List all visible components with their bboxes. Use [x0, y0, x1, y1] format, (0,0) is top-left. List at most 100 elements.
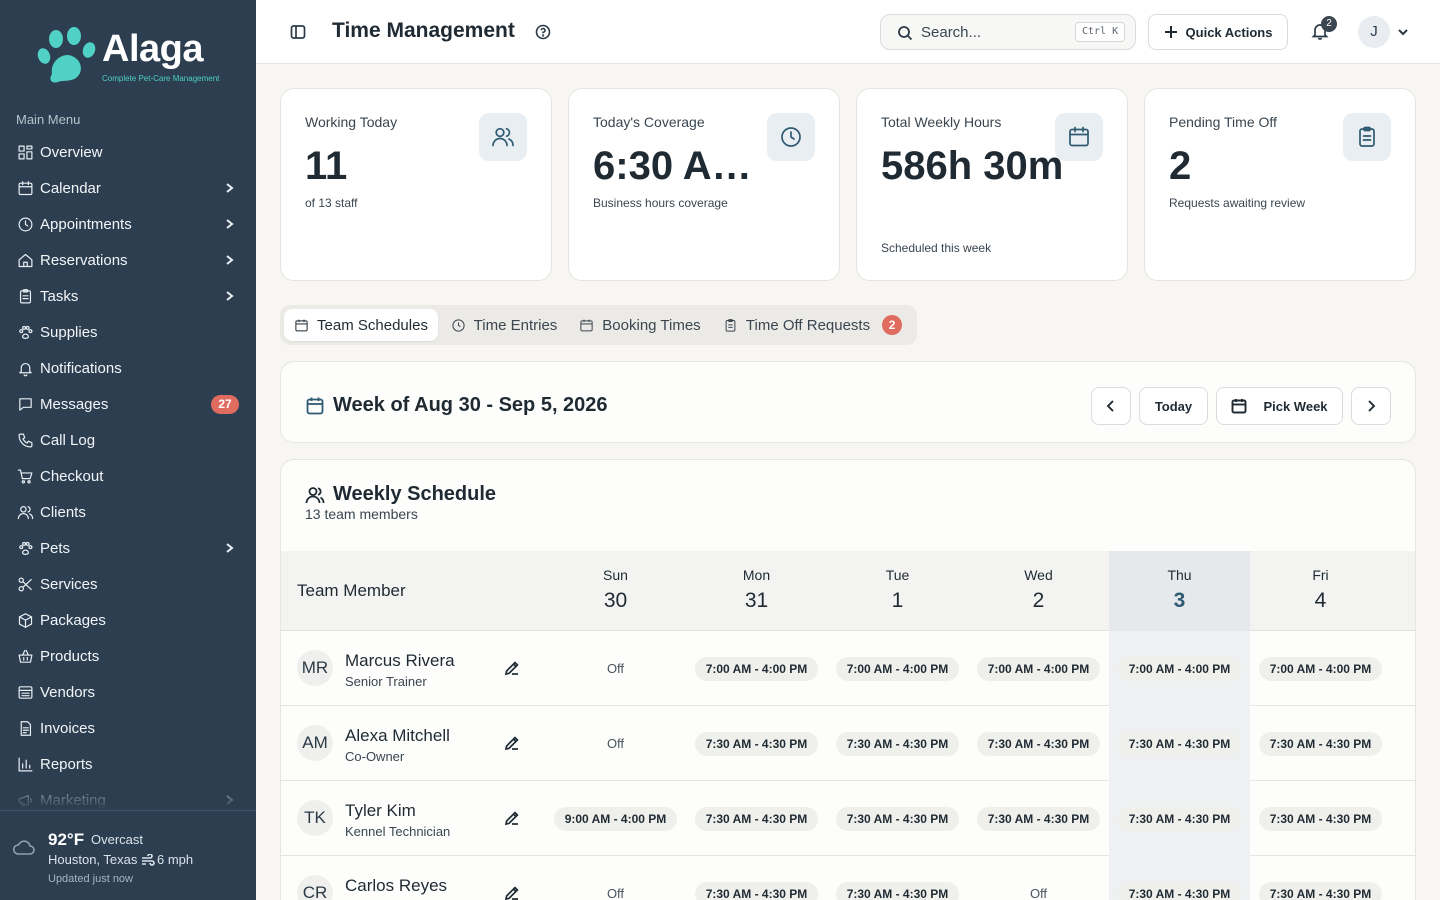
- shift-pill[interactable]: 7:30 AM - 4:30 PM: [835, 881, 960, 900]
- quick-actions-button[interactable]: Quick Actions: [1148, 14, 1288, 50]
- next-week-button[interactable]: [1351, 387, 1391, 425]
- shift-cell[interactable]: 7:00 AM - 4:00 PM: [827, 631, 968, 706]
- shift-cell[interactable]: 7:30 AM - 4:30 PM: [827, 706, 968, 781]
- shift-cell[interactable]: 7:30 AM - 4:30 PM: [827, 856, 968, 900]
- sidebar-item-label: Pets: [40, 539, 71, 557]
- shift-pill[interactable]: 7:30 AM - 4:30 PM: [1117, 731, 1242, 756]
- shift-cell[interactable]: Off: [545, 856, 686, 900]
- search-box[interactable]: Ctrl K: [880, 14, 1136, 50]
- stat-subtitle: Scheduled this week: [881, 241, 992, 255]
- shift-cell[interactable]: 7:30 AM - 4:30 PM: [1109, 856, 1250, 900]
- chevron-down-icon[interactable]: [1396, 25, 1410, 39]
- sidebar-item-tasks[interactable]: Tasks: [0, 278, 256, 314]
- shift-pill[interactable]: 7:30 AM - 4:30 PM: [976, 806, 1101, 831]
- calendar-icon: [295, 319, 308, 331]
- sidebar-item-packages[interactable]: Packages: [0, 602, 256, 638]
- chevron-right-icon: [222, 541, 236, 555]
- shift-cell[interactable]: 7:30 AM - 4:30 PM: [686, 856, 827, 900]
- sidebar-item-marketing[interactable]: Marketing: [0, 782, 256, 810]
- sidebar-item-call-log[interactable]: Call Log: [0, 422, 256, 458]
- sidebar-item-reservations[interactable]: Reservations: [0, 242, 256, 278]
- shift-pill[interactable]: 7:30 AM - 4:30 PM: [976, 731, 1101, 756]
- shift-cell[interactable]: 7:00 AM - 4:00 PM: [968, 631, 1109, 706]
- stat-card-pending-time-off: Pending Time Off 2 Requests awaiting revie…: [1144, 88, 1416, 281]
- shift-pill[interactable]: 7:00 AM - 4:00 PM: [835, 656, 960, 681]
- sidebar-item-supplies[interactable]: Supplies: [0, 314, 256, 350]
- shift-pill[interactable]: 7:00 AM - 4:00 PM: [1258, 656, 1383, 681]
- sidebar-item-messages[interactable]: Messages 27: [0, 386, 256, 422]
- shift-pill[interactable]: 7:30 AM - 4:30 PM: [1258, 881, 1383, 900]
- shift-cell[interactable]: 7:30 AM - 4:30 PM: [1109, 781, 1250, 856]
- shift-pill[interactable]: 7:30 AM - 4:30 PM: [1258, 806, 1383, 831]
- shift-cell[interactable]: 9:00 AM - 4:00 PM: [545, 781, 686, 856]
- shift-cell[interactable]: 7:30 AM - 4:30 PM: [686, 781, 827, 856]
- shift-cell[interactable]: 7:30 AM - 4:30 PM: [1250, 706, 1391, 781]
- today-button[interactable]: Today: [1139, 387, 1208, 425]
- users-icon: [16, 503, 34, 521]
- day-name: Wed: [1024, 567, 1053, 583]
- sidebar-item-label: Reservations: [40, 251, 128, 269]
- sidebar-item-products[interactable]: Products: [0, 638, 256, 674]
- shift-cell[interactable]: 7:00 AM - 4:00 PM: [1250, 631, 1391, 706]
- shift-cell[interactable]: 7:30 AM - 4:30 PM: [1109, 706, 1250, 781]
- shift-cell[interactable]: 8: [1391, 781, 1415, 856]
- sidebar-item-vendors[interactable]: Vendors: [0, 674, 256, 710]
- shift-cell[interactable]: 7:30 AM - 4:30 PM: [1250, 781, 1391, 856]
- tab-time-off-requests[interactable]: Time Off Requests 2: [716, 309, 909, 341]
- shift-pill[interactable]: 7:00 AM - 4:00 PM: [694, 656, 819, 681]
- shift-pill[interactable]: 7:30 AM - 4:30 PM: [1117, 881, 1242, 900]
- edit-icon[interactable]: [504, 735, 520, 751]
- shift-pill[interactable]: 7:30 AM - 4:30 PM: [835, 731, 960, 756]
- shift-pill[interactable]: 7:30 AM - 4:30 PM: [694, 806, 819, 831]
- schedule-tabs: Team Schedules Time Entries Booking Times T…: [280, 305, 917, 345]
- sidebar-item-overview[interactable]: Overview: [0, 134, 256, 170]
- shift-pill[interactable]: 7:30 AM - 4:30 PM: [1258, 731, 1383, 756]
- sidebar-item-invoices[interactable]: Invoices: [0, 710, 256, 746]
- shift-cell[interactable]: 7:30 AM - 4:30 PM: [968, 781, 1109, 856]
- shift-cell[interactable]: 8: [1391, 631, 1415, 706]
- shift-cell[interactable]: Off: [545, 631, 686, 706]
- shift-cell[interactable]: Off: [545, 706, 686, 781]
- sidebar-item-appointments[interactable]: Appointments: [0, 206, 256, 242]
- edit-icon[interactable]: [504, 660, 520, 676]
- shift-pill[interactable]: 7:30 AM - 4:30 PM: [835, 806, 960, 831]
- sidebar-item-calendar[interactable]: Calendar: [0, 170, 256, 206]
- shift-cell[interactable]: [1391, 706, 1415, 781]
- shift-cell[interactable]: 7:30 AM - 4:30 PM: [1250, 856, 1391, 900]
- shift-pill[interactable]: 7:30 AM - 4:30 PM: [694, 731, 819, 756]
- shift-pill[interactable]: 7:30 AM - 4:30 PM: [694, 881, 819, 900]
- shift-cell[interactable]: 8: [1391, 856, 1415, 900]
- shift-cell[interactable]: 7:00 AM - 4:00 PM: [1109, 631, 1250, 706]
- shift-pill[interactable]: 9:00 AM - 4:00 PM: [553, 806, 678, 831]
- sidebar-item-reports[interactable]: Reports: [0, 746, 256, 782]
- shift-off: Off: [606, 661, 625, 676]
- shift-cell[interactable]: 7:00 AM - 4:00 PM: [686, 631, 827, 706]
- tab-time-entries[interactable]: Time Entries: [442, 309, 566, 341]
- shift-cell[interactable]: 7:30 AM - 4:30 PM: [968, 706, 1109, 781]
- shift-pill[interactable]: 7:00 AM - 4:00 PM: [976, 656, 1101, 681]
- brand-logo[interactable]: Alaga Complete Pet-Care Management: [36, 26, 226, 88]
- user-avatar[interactable]: J: [1358, 16, 1390, 48]
- edit-icon[interactable]: [504, 885, 520, 900]
- sidebar-item-checkout[interactable]: Checkout: [0, 458, 256, 494]
- tab-booking-times[interactable]: Booking Times: [572, 309, 708, 341]
- shift-cell[interactable]: Off: [968, 856, 1109, 900]
- help-icon[interactable]: [535, 24, 551, 40]
- sidebar-item-pets[interactable]: Pets: [0, 530, 256, 566]
- sidebar-item-notifications[interactable]: Notifications: [0, 350, 256, 386]
- shift-cell[interactable]: 7:30 AM - 4:30 PM: [686, 706, 827, 781]
- shift-cell[interactable]: 7:30 AM - 4:30 PM: [827, 781, 968, 856]
- shift-pill[interactable]: 7:30 AM - 4:30 PM: [1117, 806, 1242, 831]
- search-input[interactable]: [921, 22, 1071, 42]
- sidebar-item-clients[interactable]: Clients: [0, 494, 256, 530]
- schedule-subtitle: 13 team members: [305, 506, 418, 522]
- edit-icon[interactable]: [504, 810, 520, 826]
- shift-pill[interactable]: 7:00 AM - 4:00 PM: [1117, 656, 1242, 681]
- sidebar-item-services[interactable]: Services: [0, 566, 256, 602]
- sidebar-toggle-icon[interactable]: [290, 24, 306, 40]
- shift-off: Off: [606, 736, 625, 751]
- tab-team-schedules[interactable]: Team Schedules: [284, 309, 438, 341]
- previous-week-button[interactable]: [1091, 387, 1131, 425]
- stat-title: Total Weekly Hours: [881, 114, 1002, 130]
- pick-week-button[interactable]: Pick Week: [1216, 387, 1343, 425]
